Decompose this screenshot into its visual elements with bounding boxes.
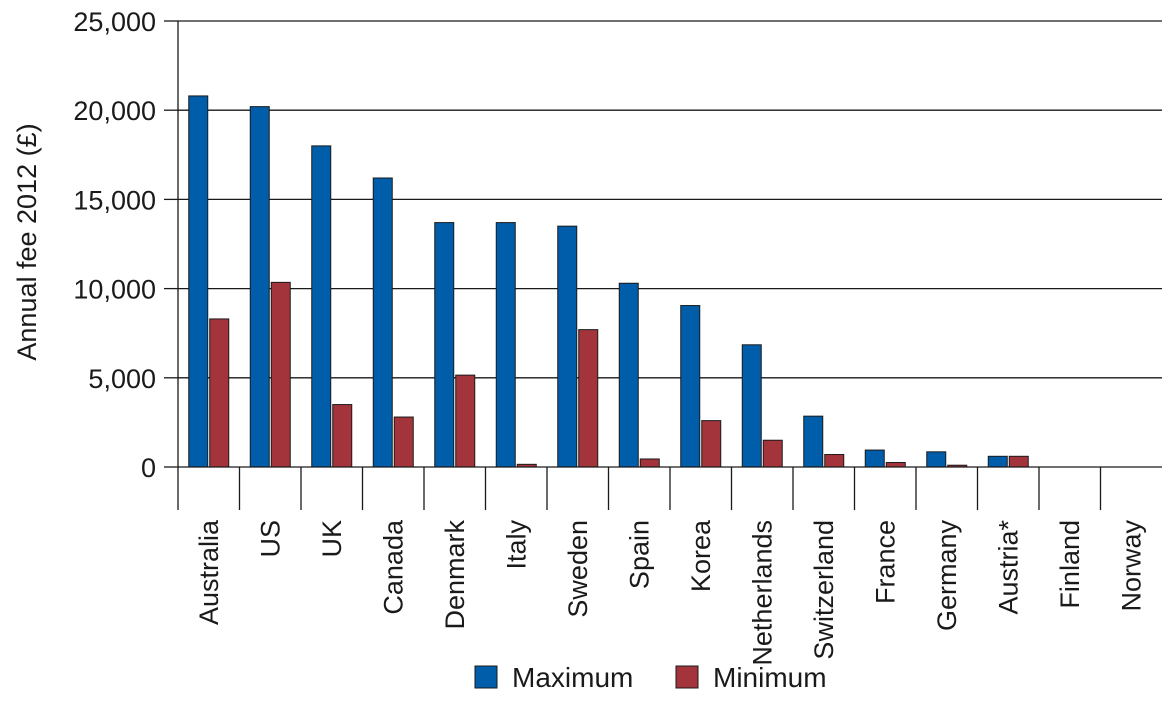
x-category-label: Germany	[932, 520, 962, 632]
bars	[188, 95, 1029, 468]
x-category-label: Italy	[501, 520, 531, 570]
bar-minimum-switzerland	[824, 454, 845, 468]
bar-maximum-sweden	[557, 225, 578, 468]
y-tick-label: 10,000	[73, 275, 156, 305]
x-category-label: Netherlands	[747, 520, 777, 666]
x-category-label: Switzerland	[809, 520, 839, 660]
bar-maximum-spain	[618, 282, 639, 468]
x-category-label: Canada	[378, 519, 408, 615]
bar-maximum-us	[249, 106, 270, 468]
y-axis-title: Annual fee 2012 (£)	[12, 123, 42, 360]
bar-minimum-france	[885, 462, 906, 468]
bar-maximum-italy	[495, 222, 516, 468]
bar-minimum-sweden	[578, 329, 599, 468]
x-category-label: France	[870, 520, 900, 604]
bar-maximum-france	[864, 449, 885, 468]
y-axis-tick-labels: 0 5,000 10,000 15,000 20,000 25,000	[73, 7, 156, 483]
bar-maximum-germany	[926, 451, 947, 468]
bar-minimum-netherlands	[762, 439, 783, 468]
bar-maximum-netherlands	[741, 344, 762, 468]
legend-label-maximum: Maximum	[512, 662, 633, 693]
legend-swatch-minimum	[675, 665, 699, 689]
legend: Maximum Minimum	[474, 662, 827, 693]
y-tick-label: 25,000	[73, 7, 156, 37]
x-axis-category-labels: Australia US UK Canada Denmark Italy Sweden Spa…	[194, 519, 1147, 666]
bar-maximum-denmark	[434, 222, 455, 468]
bar-maximum-korea	[680, 305, 701, 468]
x-category-label: Norway	[1116, 520, 1146, 612]
x-category-label: Spain	[624, 520, 654, 589]
bar-minimum-spain	[639, 458, 660, 468]
y-tick-label: 5,000	[88, 364, 156, 394]
x-category-label: Finland	[1055, 520, 1085, 609]
bar-maximum-canada	[372, 177, 393, 468]
bar-minimum-denmark	[455, 374, 476, 468]
bar-maximum-switzerland	[803, 415, 824, 468]
x-category-label: UK	[317, 520, 347, 558]
bar-maximum-austria	[987, 455, 1008, 468]
bar-minimum-austria	[1008, 455, 1029, 468]
bar-minimum-australia	[209, 318, 230, 468]
x-category-label: Korea	[686, 519, 716, 592]
x-category-label: Sweden	[563, 520, 593, 618]
x-category-label: US	[255, 520, 285, 558]
x-category-label: Austria*	[993, 520, 1023, 615]
bar-minimum-canada	[393, 416, 414, 468]
gridlines	[178, 20, 1162, 379]
bar-minimum-us	[270, 281, 291, 468]
bar-minimum-uk	[332, 404, 353, 468]
legend-label-minimum: Minimum	[713, 662, 827, 693]
y-tick-label: 15,000	[73, 185, 156, 215]
x-category-label: Denmark	[440, 520, 470, 630]
bar-maximum-uk	[311, 145, 332, 468]
axes	[164, 20, 1162, 510]
x-category-label: Australia	[194, 519, 224, 625]
y-tick-label: 20,000	[73, 96, 156, 126]
bar-minimum-korea	[701, 420, 722, 468]
legend-swatch-maximum	[474, 665, 498, 689]
y-tick-label: 0	[141, 453, 156, 483]
bar-maximum-australia	[188, 95, 209, 468]
